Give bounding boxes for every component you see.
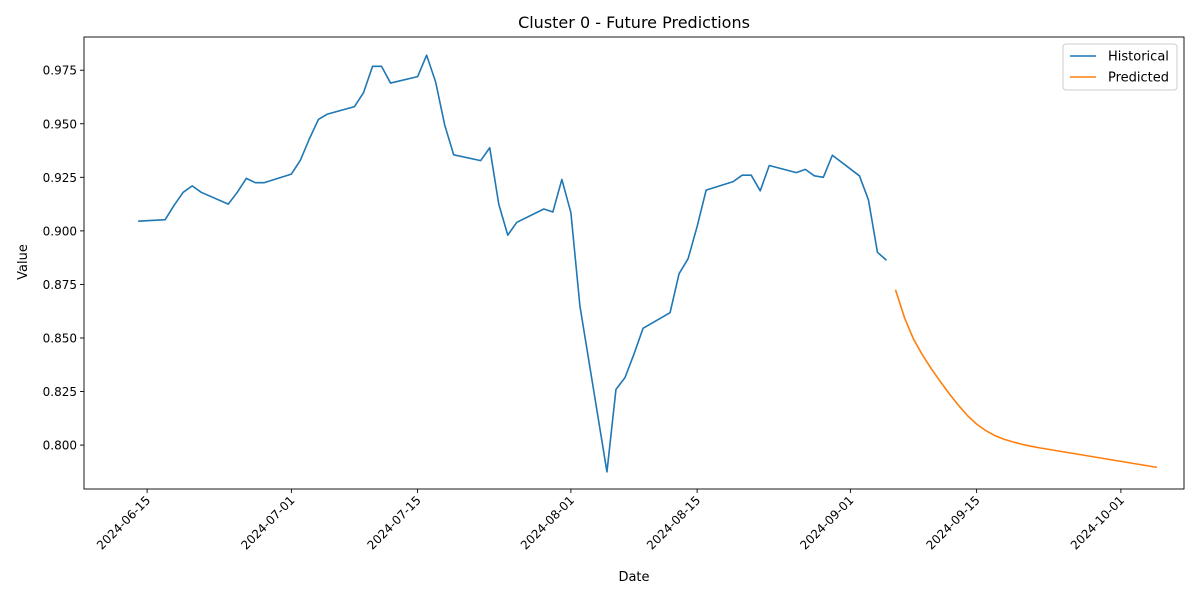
legend-label-predicted: Predicted bbox=[1108, 71, 1169, 86]
series-line-predicted bbox=[894, 289, 1158, 469]
x-axis-label: Date bbox=[618, 570, 649, 585]
y-tick-label: 0.825 bbox=[43, 385, 77, 399]
x-tick-label: 2024-06-15 bbox=[94, 493, 153, 552]
chart-title: Cluster 0 - Future Predictions bbox=[518, 13, 750, 32]
legend-label-historical: Historical bbox=[1108, 50, 1169, 65]
y-tick-label: 0.975 bbox=[43, 64, 77, 78]
y-tick-label: 0.950 bbox=[43, 117, 77, 131]
y-tick-label: 0.900 bbox=[43, 224, 77, 238]
plot-area bbox=[83, 36, 1185, 490]
x-tick-label: 2024-09-01 bbox=[797, 493, 856, 552]
y-tick-label: 0.800 bbox=[43, 439, 77, 453]
x-tick-label: 2024-10-01 bbox=[1068, 493, 1127, 552]
legend: Historical Predicted bbox=[1062, 43, 1178, 91]
x-tick-label: 2024-07-01 bbox=[238, 493, 297, 552]
series-line-historical bbox=[138, 54, 887, 473]
y-axis: 0.800 0.825 0.850 0.875 0.900 0.925 0.950 0.975 bbox=[43, 64, 84, 453]
x-axis: 2024-06-15 2024-07-01 2024-07-15 2024-08-01… bbox=[94, 489, 1127, 552]
plot-frame bbox=[83, 36, 1185, 490]
y-tick-label: 0.875 bbox=[43, 278, 77, 292]
x-tick-label: 2024-09-15 bbox=[924, 493, 983, 552]
y-tick-label: 0.850 bbox=[43, 331, 77, 345]
x-tick-label: 2024-08-01 bbox=[518, 493, 577, 552]
x-tick-label: 2024-07-15 bbox=[365, 493, 424, 552]
y-axis-label: Value bbox=[16, 244, 31, 280]
x-tick-label: 2024-08-15 bbox=[644, 493, 703, 552]
y-tick-label: 0.925 bbox=[43, 171, 77, 185]
